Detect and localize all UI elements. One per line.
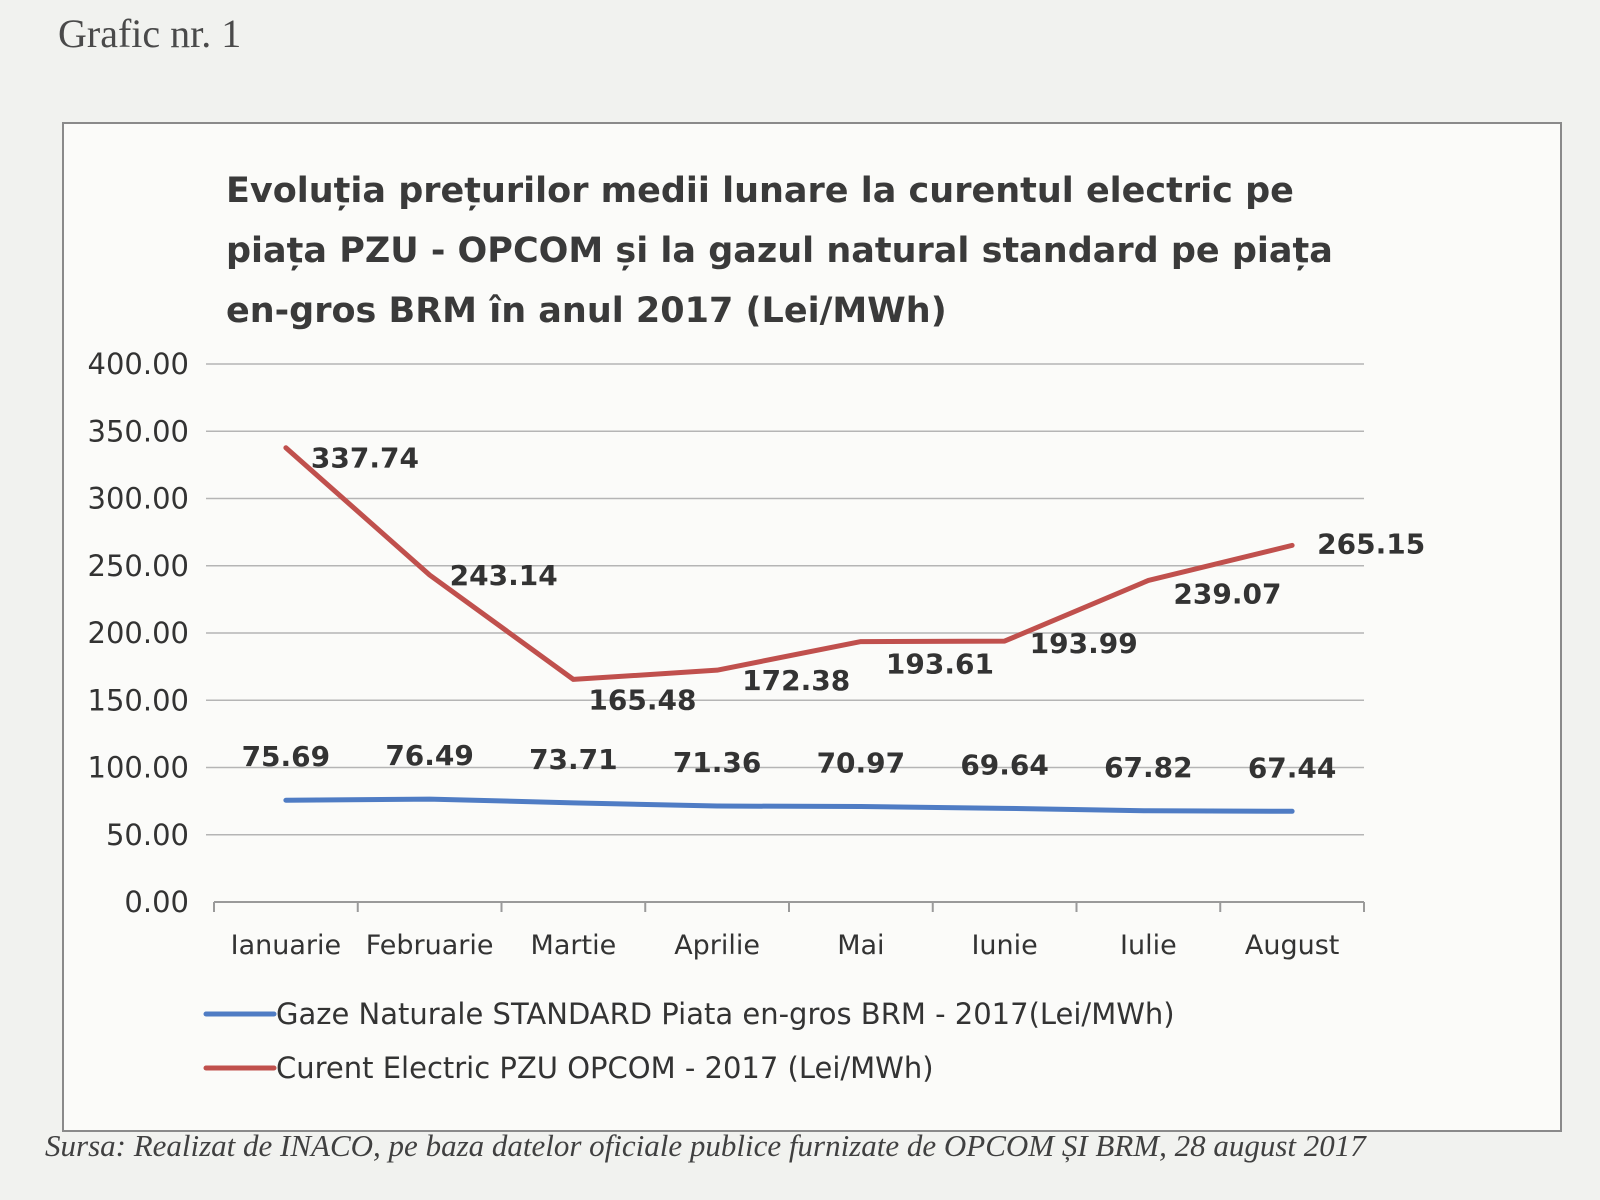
electric-data-label: 239.07 [1173, 577, 1281, 610]
gas-data-label: 71.36 [673, 746, 762, 779]
y-tick-label: 250.00 [88, 549, 189, 583]
x-tick-label: Ianuarie [231, 930, 342, 961]
gas-data-label: 69.64 [960, 748, 1049, 781]
x-tick-label: Martie [531, 930, 617, 961]
legend-gas-label: Gaze Naturale STANDARD Piata en-gros BRM… [276, 997, 1175, 1031]
x-tick-label: Aprilie [674, 930, 760, 961]
gridlines [206, 363, 1364, 836]
electric-data-label: 265.15 [1317, 527, 1425, 560]
x-tick-label: Iulie [1120, 930, 1177, 961]
y-tick-label: 150.00 [88, 683, 189, 717]
line-chart: Evoluția prețurilor medii lunare la cure… [88, 171, 1426, 1085]
x-tick-label: Mai [837, 930, 884, 961]
electric-data-label: 337.74 [311, 442, 419, 475]
y-tick-label: 50.00 [106, 818, 189, 852]
axes: 0.00 50.00 100.00 150.00 200.00 250.00 300.00 3… [88, 347, 1365, 961]
x-tick-label: August [1245, 930, 1340, 961]
chart-frame: Evoluția prețurilor medii lunare la cure… [62, 122, 1562, 1132]
gas-series-line [283, 796, 1295, 814]
gas-data-label: 73.71 [529, 743, 618, 776]
legend-electric-label: Curent Electric PZU OPCOM - 2017 (Lei/MW… [276, 1051, 934, 1085]
chart-title-line-1: Evoluția prețurilor medii lunare la cure… [226, 171, 1294, 211]
gas-data-label: 75.69 [242, 740, 331, 773]
electric-data-label: 193.99 [1030, 627, 1138, 660]
gas-data-label: 70.97 [817, 747, 906, 780]
x-tick-label: Februarie [366, 930, 494, 961]
gas-data-label: 67.44 [1248, 751, 1337, 784]
gas-data-label: 67.82 [1104, 751, 1193, 784]
series-lines [283, 445, 1295, 814]
figure-label: Grafic nr. 1 [58, 11, 242, 56]
chart-title-line-2: piața PZU - OPCOM și la gazul natural st… [226, 231, 1333, 271]
y-tick-label: 0.00 [124, 885, 189, 919]
electric-data-label: 165.48 [588, 683, 696, 716]
source-note: Sursa: Realizat de INACO, pe baza datelo… [45, 1128, 1366, 1163]
x-tick-label: Iunie [971, 930, 1037, 961]
electric-data-label: 193.61 [886, 648, 994, 681]
y-tick-label: 200.00 [88, 616, 189, 650]
y-tick-label: 100.00 [88, 751, 189, 785]
y-tick-label: 300.00 [88, 482, 189, 516]
electric-series-line [283, 445, 1295, 682]
electric-data-label: 243.14 [450, 559, 558, 592]
data-labels: 75.69 76.49 73.71 71.36 70.97 69.64 67.82 67.44… [242, 442, 1426, 785]
legend: Gaze Naturale STANDARD Piata en-gros BRM… [203, 997, 1175, 1085]
gas-data-label: 76.49 [385, 739, 474, 772]
chart-title-line-3: en-gros BRM în anul 2017 (Lei/MWh) [226, 291, 947, 331]
electric-data-label: 172.38 [742, 664, 850, 697]
y-tick-label: 400.00 [88, 347, 189, 381]
y-tick-label: 350.00 [88, 414, 189, 448]
